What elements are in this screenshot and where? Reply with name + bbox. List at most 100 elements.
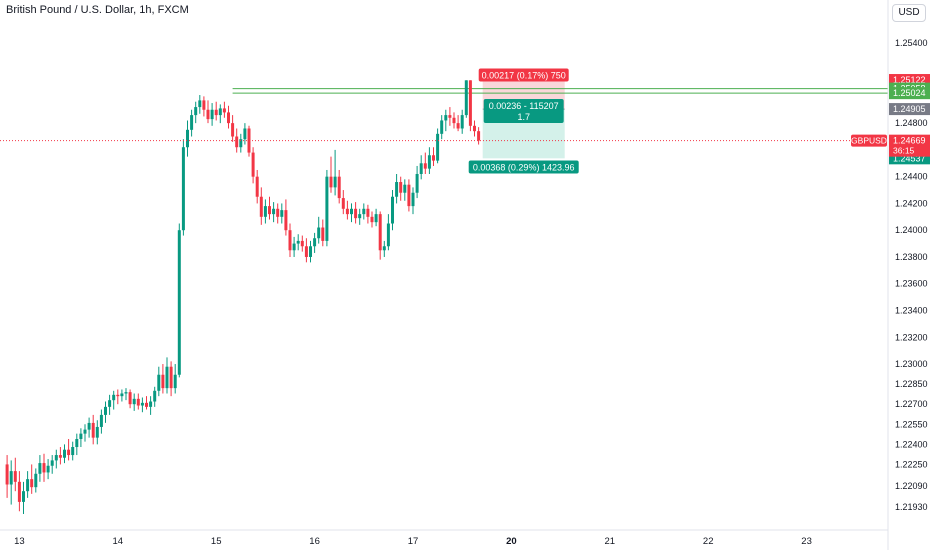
candle xyxy=(17,471,21,512)
candle-body xyxy=(34,473,38,488)
candle xyxy=(436,128,440,164)
candle xyxy=(407,179,411,212)
candle xyxy=(112,390,116,410)
candle xyxy=(403,179,407,201)
candle-body xyxy=(325,176,329,241)
candle-body xyxy=(116,394,120,397)
time-tick-label: 13 xyxy=(14,536,25,547)
candle-body xyxy=(71,447,75,456)
candle-body xyxy=(26,479,30,492)
candle-body xyxy=(440,120,444,134)
candle xyxy=(255,169,259,204)
candle xyxy=(247,125,251,157)
candle xyxy=(231,115,235,142)
candle xyxy=(464,80,468,118)
candle-body xyxy=(473,125,476,132)
candle xyxy=(198,95,202,114)
candle-body xyxy=(161,374,165,389)
price-tick-label: 1.21930 xyxy=(895,502,928,512)
candle-body xyxy=(140,402,144,406)
candle xyxy=(300,235,304,252)
time-tick-label: 14 xyxy=(113,536,124,547)
price-tick-label: 1.24000 xyxy=(895,225,928,235)
candle xyxy=(477,127,481,145)
candle xyxy=(276,203,280,224)
candle xyxy=(239,133,243,153)
candle-body xyxy=(391,196,394,224)
candle xyxy=(370,211,374,228)
candle-body xyxy=(198,100,202,108)
countdown-text: 36:15 xyxy=(893,146,915,156)
candle xyxy=(161,364,165,394)
candle xyxy=(284,199,288,236)
candle xyxy=(280,203,284,224)
candle xyxy=(432,147,435,166)
candle xyxy=(354,202,358,224)
candle-body xyxy=(243,128,247,140)
price-tick-label: 1.22550 xyxy=(895,419,928,429)
horizontal-lines xyxy=(232,88,888,94)
candle-body xyxy=(124,392,128,394)
candle xyxy=(169,361,173,397)
candle-body xyxy=(378,214,382,251)
candle-body xyxy=(42,463,46,473)
candle xyxy=(304,238,308,263)
time-tick-label: 15 xyxy=(211,536,222,547)
candle xyxy=(5,455,9,498)
time-axis-ticks[interactable]: 13 14 15 16 17 20 21 22 23 xyxy=(14,536,812,547)
currency-selector[interactable]: USD xyxy=(892,4,926,22)
entry-label-text: 0.00236 - 115207 xyxy=(489,101,559,111)
candle-body xyxy=(231,123,235,137)
candle xyxy=(350,203,353,223)
candle xyxy=(91,414,95,445)
candle-body xyxy=(354,208,358,219)
candle-body xyxy=(337,176,341,199)
candle xyxy=(341,190,345,215)
candle xyxy=(243,123,247,145)
candle xyxy=(157,366,161,397)
candle xyxy=(108,394,112,415)
candle xyxy=(26,471,30,498)
price-axis-ticks[interactable]: 1.25400 1.24800 1.24400 1.24200 1.24000 1.238… xyxy=(895,38,928,512)
candle xyxy=(423,152,427,174)
candle-body xyxy=(104,406,107,415)
entry-label-bg xyxy=(483,99,564,123)
candle-body xyxy=(87,422,91,430)
candle-body xyxy=(370,216,374,223)
candle-body xyxy=(17,481,21,502)
candle-body xyxy=(227,112,230,124)
candle xyxy=(296,234,300,251)
candle xyxy=(132,393,136,411)
candle xyxy=(235,128,239,153)
candle-body xyxy=(5,464,9,485)
candle-body xyxy=(268,206,271,215)
candle-body xyxy=(259,196,263,217)
candle xyxy=(222,101,226,118)
candle-body xyxy=(321,227,325,241)
time-tick-label: 21 xyxy=(605,536,616,547)
candle-body xyxy=(419,163,423,174)
candle xyxy=(140,397,144,413)
candle xyxy=(460,109,464,134)
candle xyxy=(333,149,337,196)
candle-body xyxy=(63,449,66,458)
candle-body xyxy=(214,109,218,116)
candle-body xyxy=(366,208,370,217)
candle xyxy=(214,101,218,121)
candle xyxy=(268,196,271,220)
candle-body xyxy=(403,184,407,193)
candle xyxy=(22,481,25,514)
price-tick-label: 1.23000 xyxy=(895,359,928,369)
time-tick-label: 23 xyxy=(801,536,812,547)
candle-body xyxy=(145,402,148,407)
candles xyxy=(5,80,481,514)
price-tick-label: 1.23400 xyxy=(895,306,928,316)
candle xyxy=(251,147,255,184)
candle xyxy=(99,409,103,434)
price-tick-label: 1.22850 xyxy=(895,379,928,389)
